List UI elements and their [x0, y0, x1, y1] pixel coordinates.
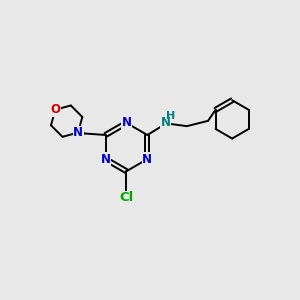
- Text: N: N: [122, 116, 131, 129]
- Text: H: H: [166, 110, 175, 121]
- Text: O: O: [50, 103, 60, 116]
- Text: Cl: Cl: [119, 191, 134, 204]
- Text: N: N: [142, 153, 152, 166]
- Text: N: N: [160, 116, 171, 129]
- Text: N: N: [100, 153, 110, 166]
- Text: N: N: [73, 126, 83, 139]
